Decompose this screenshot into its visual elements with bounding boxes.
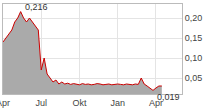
svg-text:0,20: 0,20 [185, 13, 203, 23]
svg-text:Jul: Jul [35, 98, 47, 108]
svg-text:0,15: 0,15 [185, 33, 203, 43]
svg-text:0,216: 0,216 [25, 2, 48, 12]
svg-text:Apr: Apr [0, 98, 10, 108]
svg-text:0,10: 0,10 [185, 53, 203, 63]
svg-text:Okt: Okt [72, 98, 87, 108]
svg-text:0,019: 0,019 [157, 92, 180, 102]
svg-text:0,05: 0,05 [185, 73, 203, 83]
svg-text:Jan: Jan [110, 98, 125, 108]
svg-text:Apr: Apr [149, 98, 163, 108]
